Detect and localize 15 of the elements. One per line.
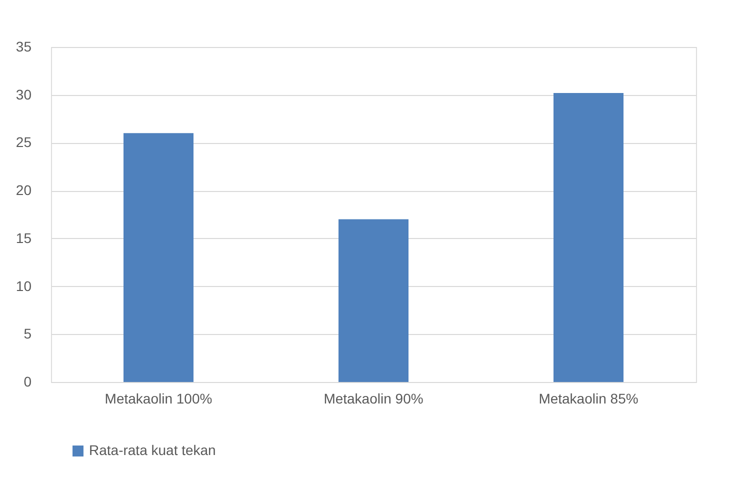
y-tick-label: 35 — [16, 38, 32, 54]
y-tick-label: 30 — [16, 86, 32, 102]
y-tick-label: 0 — [24, 374, 32, 390]
bar — [554, 92, 624, 382]
bar — [124, 133, 194, 382]
x-tick-label: Metakaolin 85% — [538, 390, 638, 406]
y-tick-label: 15 — [16, 230, 32, 246]
y-tick-label: 10 — [16, 278, 32, 294]
legend-label: Rata-rata kuat tekan — [89, 442, 216, 458]
x-tick-label: Metakaolin 90% — [324, 390, 424, 406]
y-tick-label: 20 — [16, 182, 32, 198]
bar — [338, 219, 408, 382]
y-tick-label: 25 — [16, 134, 32, 150]
y-tick-label: 5 — [24, 326, 32, 342]
x-tick-label: Metakaolin 100% — [104, 390, 212, 406]
